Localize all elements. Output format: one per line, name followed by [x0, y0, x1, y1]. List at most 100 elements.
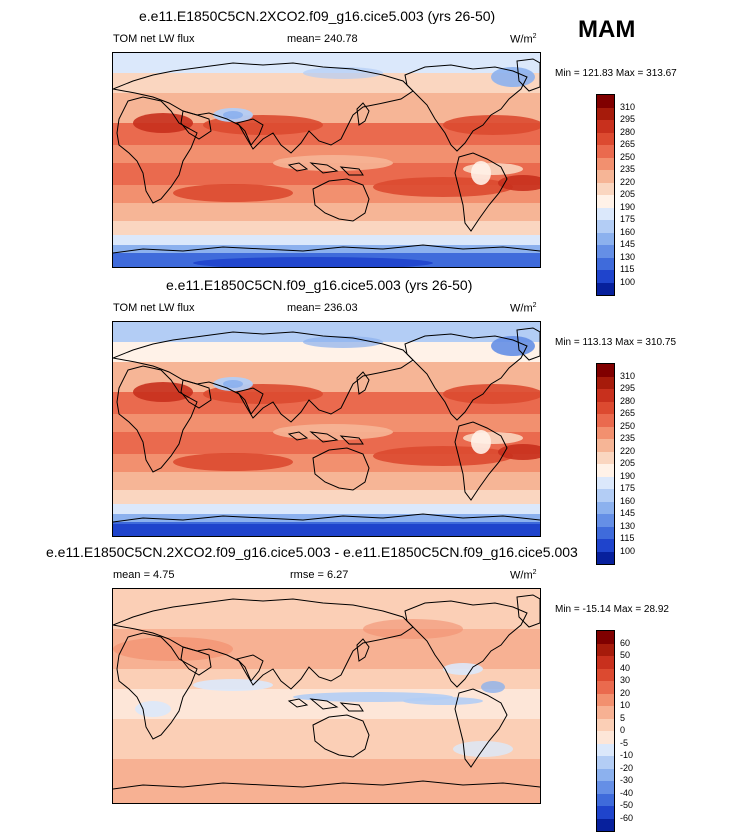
colorbar-swatch: [597, 282, 614, 295]
colorbar-swatch: [597, 220, 614, 233]
panel-2-map: [112, 321, 541, 537]
colorbar-tick-label: 0: [620, 725, 626, 735]
colorbar-swatch: [597, 756, 614, 769]
colorbar-swatch: [597, 551, 614, 564]
colorbar-swatch: [597, 132, 614, 145]
coastline-path: [287, 698, 364, 712]
colorbar-tick-label: -10: [620, 750, 634, 760]
colorbar-swatch: [597, 451, 614, 464]
coastline-path: [113, 244, 540, 254]
coastline-path: [516, 594, 540, 628]
colorbar-tick-label: 220: [620, 445, 636, 456]
colorbar-tick-label: 235: [620, 433, 636, 443]
colorbar-tick-label: 60: [620, 637, 631, 648]
coastline-path: [236, 118, 264, 146]
colorbar-tick-label: 250: [620, 151, 636, 162]
coastline-path: [113, 513, 540, 523]
colorbar-tick-label: 280: [620, 395, 636, 406]
panel-3-minmax: Min = -15.14 Max = 28.92: [555, 604, 669, 615]
colorbar-tick-label: 175: [620, 483, 636, 493]
colorbar-tick-label: 10: [620, 700, 631, 710]
coastlines: [113, 594, 540, 790]
panel-1-units: W/m2: [510, 33, 537, 46]
colorbar-swatch: [597, 426, 614, 439]
coastline-path: [113, 62, 414, 154]
colorbar-tick-label: 5: [620, 712, 626, 723]
colorbar-tick-label: 205: [620, 189, 636, 199]
colorbar-swatch: [597, 389, 614, 402]
colorbar-tick-label: 160: [620, 495, 636, 506]
contour-field: [113, 53, 540, 267]
colorbar-swatch: [597, 107, 614, 120]
colorbar-swatch: [597, 681, 614, 694]
colorbar-swatch: [597, 157, 614, 170]
coastline-path: [516, 58, 540, 92]
panel-2-units: W/m2: [510, 302, 537, 315]
colorbar-swatch: [597, 781, 614, 794]
colorbar-tick-label: 265: [620, 408, 636, 418]
colorbar-tick-label: 190: [620, 470, 636, 481]
colorbar-tick-label: 115: [620, 264, 635, 274]
panel-1-map: [112, 52, 541, 268]
coastline-path: [180, 379, 212, 409]
colorbar-swatch: [597, 195, 614, 208]
coastline-path: [236, 387, 264, 415]
colorbar-swatch: [597, 731, 614, 744]
panel-2-title: e.e11.E1850C5CN.f09_g16.cice5.003 (yrs 2…: [166, 277, 473, 293]
colorbar-tick-label: 295: [620, 114, 636, 124]
colorbar-swatch: [597, 464, 614, 477]
coastline-path: [312, 447, 370, 491]
colorbar-swatch: [597, 631, 614, 644]
contour-field: [113, 589, 540, 803]
colorbar-swatch: [597, 768, 614, 781]
colorbar-swatch: [597, 818, 614, 831]
colorbar-swatch: [597, 643, 614, 656]
colorbar-swatch: [597, 170, 614, 183]
colorbar-tick-label: 295: [620, 383, 636, 393]
coastline-path: [404, 64, 528, 152]
colorbar-swatch: [597, 414, 614, 427]
colorbar-swatch: [597, 718, 614, 731]
colorbar-tick-label: 50: [620, 650, 631, 660]
colorbar-swatch: [597, 514, 614, 527]
coastline-path: [180, 110, 212, 140]
coastline-path: [236, 654, 264, 682]
coastline-path: [454, 688, 508, 768]
panel-2-mean-label: mean= 236.03: [287, 302, 358, 314]
colorbar-tick-label: 265: [620, 139, 636, 149]
coastline-path: [454, 152, 508, 232]
coastline-path: [113, 598, 414, 690]
colorbar-tick-label: -5: [620, 737, 629, 748]
colorbar-swatch: [597, 743, 614, 756]
coastline-path: [287, 162, 364, 176]
coastline-path: [356, 102, 370, 126]
colorbar-swatch: [597, 376, 614, 389]
colorbar-swatch: [597, 526, 614, 539]
coastline-path: [312, 178, 370, 222]
colorbar-swatch: [597, 232, 614, 245]
colorbar-swatch: [597, 257, 614, 270]
panel-1-colorbar: 310 295 280 265 250 235 220 205 190 175 160 145 130 1…: [596, 94, 635, 296]
colorbar-swatch: [597, 668, 614, 681]
colorbar-swatch: [597, 476, 614, 489]
colorbar-tick-label: 175: [620, 214, 636, 224]
panel-1-minmax: Min = 121.83 Max = 313.67: [555, 68, 677, 79]
colorbar-tick-label: 130: [620, 251, 636, 262]
colorbar-tick-label: 115: [620, 533, 635, 543]
panel-1-variable-label: TOM net LW flux: [113, 33, 195, 45]
colorbar-swatch: [597, 439, 614, 452]
coastline-path: [287, 431, 364, 445]
panel-2-colorbar: 310 295 280 265 250 235 220 205 190 175 160 145 130 1…: [596, 363, 635, 565]
colorbar-tick-label: 190: [620, 201, 636, 212]
colorbar-tick-label: -40: [620, 787, 634, 798]
colorbar-tick-label: 280: [620, 126, 636, 137]
panel-3-colorbar: 60 50 40 30 20 10 5 0 -5 -10 -20 -30 -40 -50 -60: [596, 630, 633, 832]
colorbar-tick-label: 145: [620, 239, 636, 249]
colorbar-tick-label: 100: [620, 545, 636, 556]
coastline-path: [404, 333, 528, 421]
colorbar-swatch: [597, 693, 614, 706]
panel-3-map: [112, 588, 541, 804]
colorbar-swatch: [597, 401, 614, 414]
colorbar-swatch: [597, 806, 614, 819]
colorbar-tick-label: -60: [620, 812, 634, 823]
